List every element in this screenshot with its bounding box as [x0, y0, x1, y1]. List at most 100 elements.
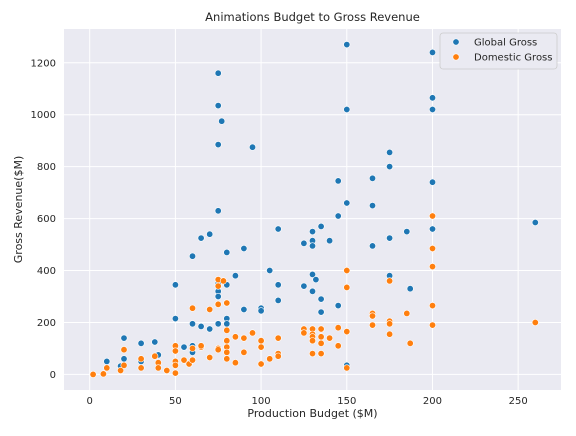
data-point: [428, 48, 436, 56]
data-point: [197, 234, 205, 242]
data-point: [334, 302, 342, 310]
data-point: [326, 237, 334, 245]
data-point: [214, 102, 222, 110]
data-point: [171, 369, 179, 377]
data-point: [206, 353, 214, 361]
data-point: [214, 346, 222, 354]
data-point: [343, 283, 351, 291]
data-point: [180, 356, 188, 364]
data-point: [343, 328, 351, 336]
data-point: [531, 219, 539, 227]
data-point: [171, 347, 179, 355]
data-point: [317, 333, 325, 341]
data-points: [89, 41, 539, 378]
data-point: [219, 277, 227, 285]
data-point: [368, 312, 376, 320]
x-tick-label: 0: [87, 396, 93, 407]
data-point: [274, 296, 282, 304]
data-point: [428, 178, 436, 186]
y-axis-label: Gross Revenue($M): [12, 156, 25, 263]
data-point: [317, 308, 325, 316]
data-point: [334, 342, 342, 350]
data-point: [197, 342, 205, 350]
data-point: [240, 348, 248, 356]
x-tick-label: 250: [509, 396, 528, 407]
data-point: [317, 222, 325, 230]
data-point: [428, 212, 436, 220]
data-point: [308, 228, 316, 236]
data-point: [120, 361, 128, 369]
data-point: [386, 277, 394, 285]
data-point: [206, 305, 214, 313]
data-point: [266, 355, 274, 363]
data-point: [171, 281, 179, 289]
data-point: [189, 252, 197, 260]
y-tick-label: 200: [37, 318, 56, 329]
data-point: [103, 364, 111, 372]
data-point: [214, 292, 222, 300]
data-point: [257, 343, 265, 351]
legend: Global Gross Domestic Gross: [439, 32, 558, 70]
data-point: [240, 245, 248, 253]
data-point: [334, 324, 342, 332]
data-point: [368, 242, 376, 250]
data-point: [274, 352, 282, 360]
x-tick-label: 150: [337, 396, 356, 407]
legend-marker-global: [452, 38, 460, 46]
y-tick-label: 600: [37, 214, 56, 225]
series-global-gross: [103, 41, 539, 370]
data-point: [274, 225, 282, 233]
data-point: [428, 302, 436, 310]
data-point: [137, 339, 145, 347]
x-tick-label: 200: [423, 396, 442, 407]
data-point: [308, 287, 316, 295]
data-point: [218, 117, 226, 125]
data-point: [403, 309, 411, 317]
data-point: [231, 333, 239, 341]
data-point: [137, 355, 145, 363]
data-point: [312, 276, 320, 284]
data-point: [300, 282, 308, 290]
data-point: [334, 177, 342, 185]
data-point: [317, 339, 325, 347]
data-point: [231, 272, 239, 280]
data-point: [368, 202, 376, 210]
data-point: [428, 263, 436, 271]
data-point: [343, 199, 351, 207]
data-point: [386, 163, 394, 171]
data-point: [368, 321, 376, 329]
data-point: [223, 348, 231, 356]
chart-title: Animations Budget to Gross Revenue: [205, 10, 420, 24]
data-point: [89, 370, 97, 378]
data-point: [249, 329, 257, 337]
data-point: [223, 320, 231, 328]
y-tick-labels: 0 200 400 600 800 1000 1200: [31, 58, 56, 381]
data-point: [171, 315, 179, 323]
y-tick-label: 1000: [31, 110, 56, 121]
data-point: [240, 305, 248, 313]
data-point: [120, 346, 128, 354]
data-point: [343, 41, 351, 49]
data-point: [214, 207, 222, 215]
data-point: [257, 360, 265, 368]
data-point: [300, 239, 308, 247]
data-point: [223, 299, 231, 307]
data-point: [163, 366, 171, 374]
y-tick-label: 800: [37, 162, 56, 173]
data-point: [531, 318, 539, 326]
data-point: [117, 366, 125, 374]
data-point: [308, 270, 316, 278]
data-point: [206, 230, 214, 238]
data-point: [189, 356, 197, 364]
data-point: [249, 143, 257, 151]
x-tick-label: 50: [169, 396, 182, 407]
data-point: [214, 141, 222, 149]
data-point: [317, 295, 325, 303]
x-axis-label: Production Budget ($M): [247, 407, 377, 420]
y-tick-label: 1200: [31, 58, 56, 69]
data-point: [223, 248, 231, 256]
data-point: [317, 325, 325, 333]
data-point: [317, 350, 325, 358]
